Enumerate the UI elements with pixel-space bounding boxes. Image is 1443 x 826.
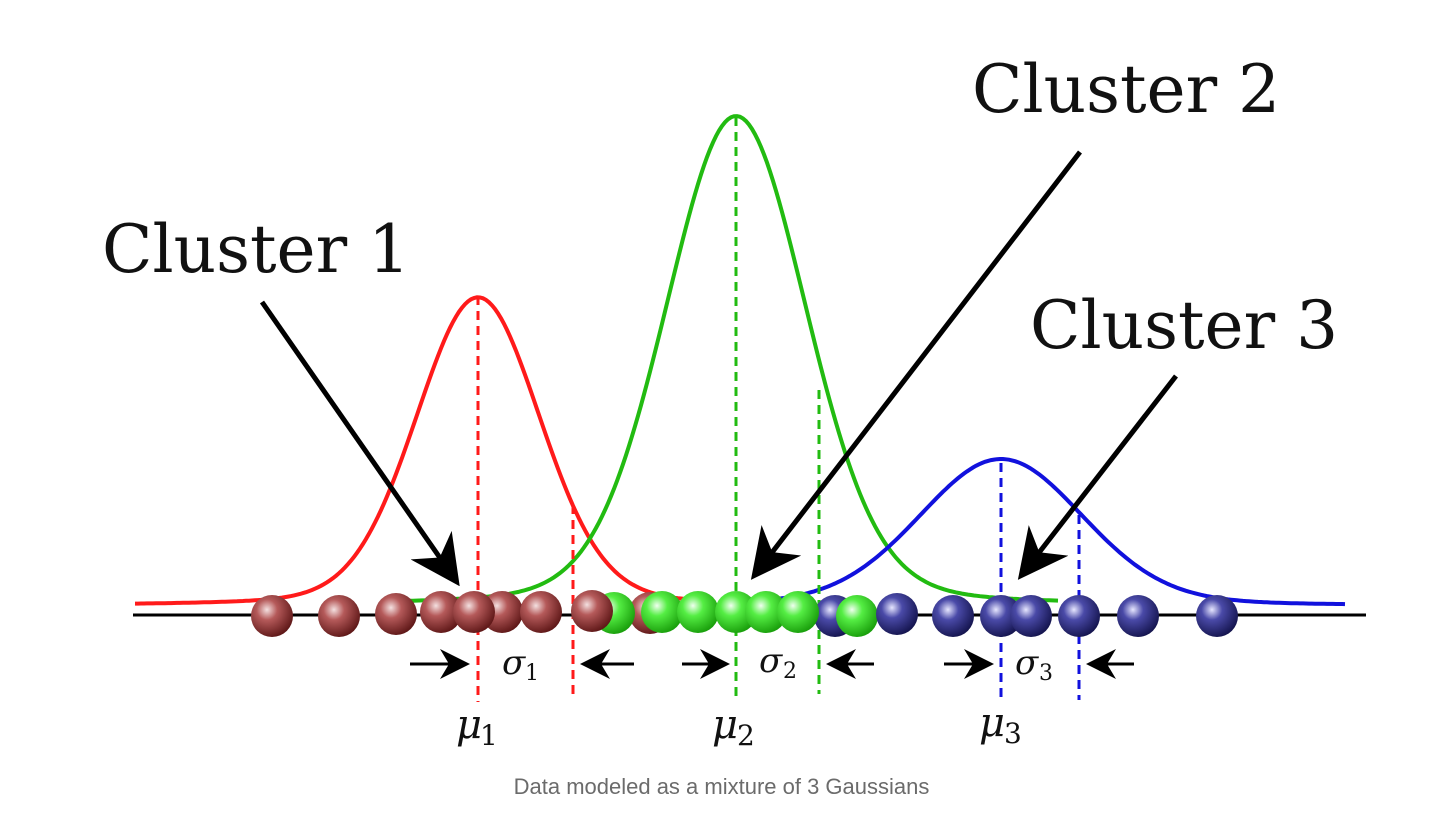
mean-3-subscript: 3 xyxy=(1004,717,1022,750)
data-point xyxy=(715,591,757,633)
data-point xyxy=(745,591,787,633)
data-point xyxy=(677,591,719,633)
data-point xyxy=(318,595,360,637)
data-point xyxy=(571,590,613,632)
mean-1-glyph: μ xyxy=(456,702,482,748)
mean-2-symbol: μ 2 xyxy=(712,702,755,752)
sigma-2-glyph: σ xyxy=(759,641,783,681)
sigma-3-subscript: 3 xyxy=(1039,661,1053,686)
cluster-3-label: Cluster 3 xyxy=(1030,287,1338,364)
data-point xyxy=(520,591,562,633)
data-point xyxy=(876,593,918,635)
sigma-3-symbol: σ 3 xyxy=(1015,643,1053,686)
data-point xyxy=(375,593,417,635)
mean-3-symbol: μ 3 xyxy=(979,700,1022,750)
cluster-2-pointer-arrow xyxy=(750,150,1082,580)
cluster-2-curve xyxy=(410,114,1059,603)
cluster-3-points xyxy=(876,593,1238,637)
data-point xyxy=(1010,595,1052,637)
data-point xyxy=(1196,595,1238,637)
cluster-1-label: Cluster 1 xyxy=(102,211,410,288)
data-point xyxy=(251,595,293,637)
data-point xyxy=(836,595,878,637)
data-point xyxy=(420,591,462,633)
mean-1-symbol: μ 1 xyxy=(456,702,498,752)
mean-2-subscript: 2 xyxy=(737,719,755,752)
sigma-2-symbol: σ 2 xyxy=(759,641,797,684)
cluster-1-points xyxy=(251,591,671,637)
cluster-3-curve xyxy=(759,457,1346,607)
cluster-1-curve xyxy=(135,295,700,606)
mean-2-glyph: μ xyxy=(712,702,738,748)
cluster-3-pointer-arrow xyxy=(1017,374,1178,580)
data-point xyxy=(1117,595,1159,637)
sigma-2-subscript: 2 xyxy=(783,659,797,684)
mean-3-glyph: μ xyxy=(979,700,1005,746)
data-point xyxy=(641,591,683,633)
cluster-1-pointer-arrow xyxy=(259,300,460,587)
gaussian-mixture-diagram: Cluster 1 Cluster 2 Cluster 3 σ 1 σ 2 σ … xyxy=(102,51,1366,752)
data-point xyxy=(777,591,819,633)
mean-1-subscript: 1 xyxy=(480,719,498,752)
data-point xyxy=(453,591,495,633)
sigma-1-symbol: σ 1 xyxy=(502,643,539,686)
figure-caption: Data modeled as a mixture of 3 Gaussians xyxy=(513,774,930,799)
data-point xyxy=(1058,595,1100,637)
cluster-2-label: Cluster 2 xyxy=(972,51,1280,128)
data-point xyxy=(932,595,974,637)
sigma-1-glyph: σ xyxy=(502,643,526,683)
sigma-1-subscript: 1 xyxy=(525,661,539,686)
data-point xyxy=(980,595,1022,637)
cluster-2-points xyxy=(571,590,878,637)
sigma-3-glyph: σ xyxy=(1015,643,1039,683)
